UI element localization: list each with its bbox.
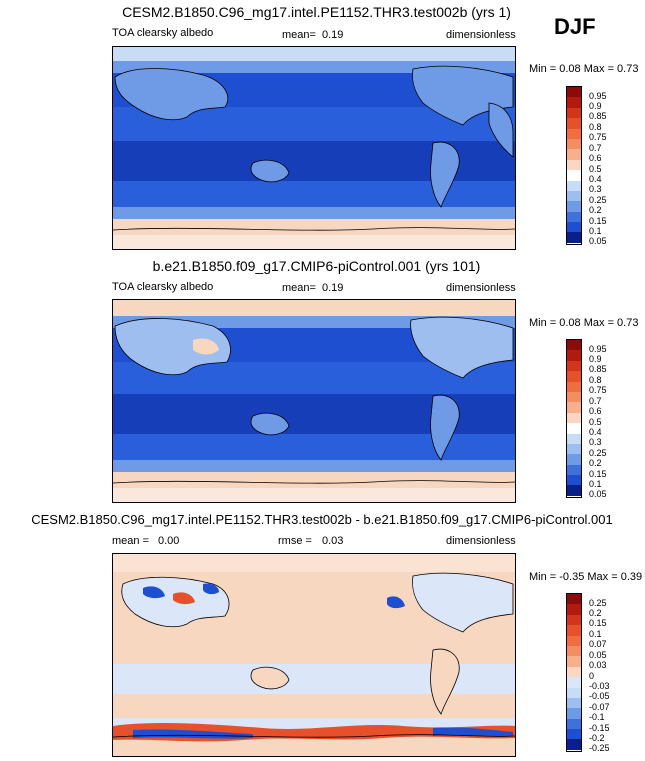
- panel-3-tick: -0.15: [589, 723, 610, 733]
- panel-1-tick: 0.5: [589, 164, 602, 174]
- panel-1-mean-label: mean=: [282, 29, 316, 41]
- season-label: DJF: [554, 14, 596, 39]
- panel-2-variable: TOA clearsky albedo: [112, 281, 214, 293]
- panel-1-tick: 0.8: [589, 122, 602, 132]
- panel-1-tick: 0.95: [589, 91, 607, 101]
- panel-2-tick: 0.85: [589, 364, 607, 374]
- panel-2-tick: 0.1: [589, 479, 602, 489]
- panel-1-minmax: Min = 0.08 Max = 0.73: [529, 63, 639, 75]
- panel-3-map-svg: [113, 554, 515, 756]
- panel-2-tick: 0.25: [589, 448, 607, 458]
- panel-3-tick: -0.1: [589, 712, 605, 722]
- panel-2-tick: 0.5: [589, 417, 602, 427]
- panel-1-units: dimensionless: [446, 29, 516, 41]
- panel-3-tick: -0.05: [589, 691, 610, 701]
- panel-3-minmax: Min = -0.35 Max = 0.39: [529, 571, 643, 583]
- panel-3-tick: -0.03: [589, 681, 610, 691]
- panel-2-tick: 0.2: [589, 458, 602, 468]
- panel-1-tick: 0.3: [589, 184, 602, 194]
- panel-3-tick: 0: [589, 671, 595, 681]
- panel-3-rmse-label: rmse =: [278, 535, 312, 547]
- panel-3-colorbar: [566, 593, 582, 752]
- panel-2-tick: 0.75: [589, 385, 607, 395]
- panel-3-mean-label: mean =: [112, 535, 149, 547]
- panel-1-map-svg: [113, 47, 515, 249]
- panel-2-map-svg: [113, 300, 515, 502]
- panel-3-tick: 0.25: [589, 598, 607, 608]
- panel-2-tick: 0.3: [589, 437, 602, 447]
- panel-2-tick: 0.6: [589, 406, 602, 416]
- panel-3-tick: 0.03: [589, 660, 607, 670]
- panel-3-mean-value: 0.00: [158, 535, 180, 547]
- panel-2-tick: 0.7: [589, 396, 602, 406]
- panel-3-map: [112, 553, 516, 757]
- panel-2-colorbar: [566, 339, 582, 498]
- panel-1-map: [112, 46, 516, 250]
- panel-1-tick: 0.15: [589, 216, 607, 226]
- panel-1-tick: 0.4: [589, 174, 602, 184]
- panel-3-tick: -0.07: [589, 702, 610, 712]
- panel-2-tick: 0.8: [589, 375, 602, 385]
- panel-1-tick: 0.05: [589, 236, 607, 246]
- panel-3-tick: 0.07: [589, 639, 607, 649]
- panel-1-tick: 0.2: [589, 205, 602, 215]
- panel-1-variable: TOA clearsky albedo: [112, 27, 214, 39]
- panel-2-mean-value: 0.19: [322, 282, 344, 294]
- panel-1-tick: 0.85: [589, 111, 607, 121]
- panel-3-rmse-value: 0.03: [322, 535, 344, 547]
- panel-3-tick: 0.05: [589, 650, 607, 660]
- panel-2-tick: 0.05: [589, 489, 607, 499]
- panel-3-title: CESM2.B1850.C96_mg17.intel.PE1152.THR3.t…: [31, 512, 613, 527]
- panel-3-tick: 0.1: [589, 629, 602, 639]
- panel-2-mean-label: mean=: [282, 282, 316, 294]
- panel-1-tick: 0.6: [589, 153, 602, 163]
- panel-1-tick: 0.1: [589, 226, 602, 236]
- panel-1-tick: 0.75: [589, 132, 607, 142]
- panel-2-title: b.e21.B1850.f09_g17.CMIP6-piControl.001 …: [152, 258, 481, 274]
- panel-2-tick: 0.4: [589, 427, 602, 437]
- panel-2-minmax: Min = 0.08 Max = 0.73: [529, 317, 639, 329]
- panel-3-tick: 0.15: [589, 618, 607, 628]
- panel-2-map: [112, 299, 516, 503]
- panel-2-units: dimensionless: [446, 282, 516, 294]
- panel-1-tick: 0.9: [589, 101, 602, 111]
- panel-1-colorbar: [566, 86, 582, 245]
- panel-1-tick: 0.7: [589, 143, 602, 153]
- panel-2-tick: 0.9: [589, 354, 602, 364]
- panel-3-units: dimensionless: [446, 535, 516, 547]
- panel-1-tick: 0.25: [589, 195, 607, 205]
- panel-1-title: CESM2.B1850.C96_mg17.intel.PE1152.THR3.t…: [122, 4, 511, 20]
- panel-1-mean-value: 0.19: [322, 29, 344, 41]
- panel-3-tick: -0.2: [589, 733, 605, 743]
- panel-2-tick: 0.15: [589, 469, 607, 479]
- panel-2-tick: 0.95: [589, 344, 607, 354]
- panel-3-tick: 0.2: [589, 608, 602, 618]
- panel-3-tick: -0.25: [589, 743, 610, 753]
